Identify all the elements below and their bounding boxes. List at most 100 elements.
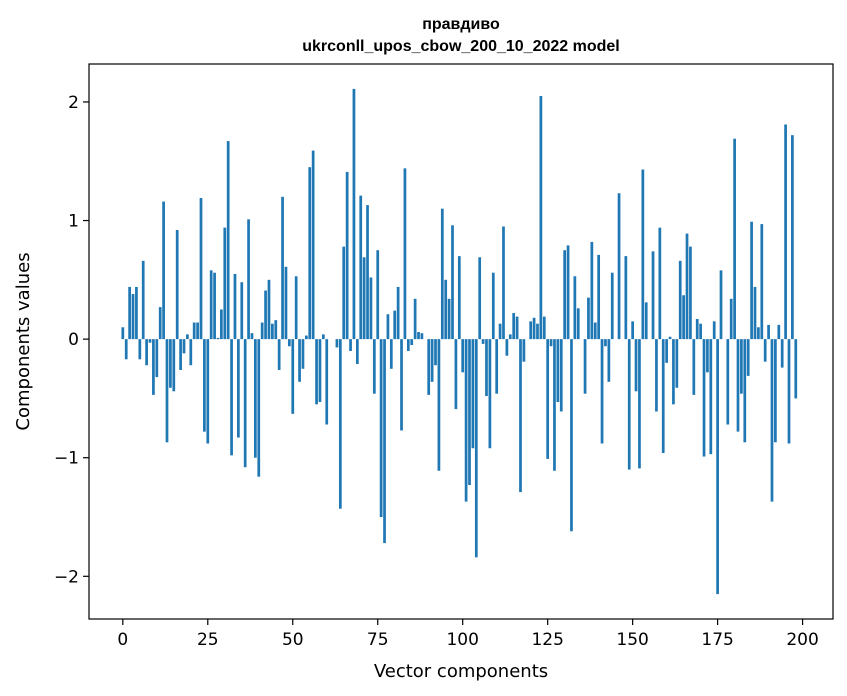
- bar-159: [661, 339, 665, 453]
- bar-144: [610, 272, 614, 340]
- bar-111: [498, 323, 502, 340]
- x-tick-label: 0: [117, 630, 128, 650]
- bar-64: [338, 339, 342, 509]
- bar-23: [199, 198, 203, 340]
- bar-74: [372, 339, 376, 394]
- bar-167: [689, 246, 692, 340]
- bar-71: [362, 257, 366, 340]
- bar-114: [508, 334, 512, 340]
- bar-85: [410, 339, 414, 346]
- bar-57: [315, 339, 318, 405]
- bar-38: [250, 333, 254, 340]
- bar-190: [767, 324, 770, 340]
- bar-76: [379, 339, 383, 518]
- bar-93: [437, 339, 441, 471]
- bar-104: [474, 339, 478, 558]
- chart-title: правдиво: [422, 16, 500, 33]
- bar-55: [308, 167, 312, 340]
- bar-185: [750, 221, 753, 340]
- bar-48: [284, 266, 288, 340]
- bar-171: [702, 339, 706, 457]
- bar-82: [400, 339, 403, 431]
- bar-197: [791, 135, 794, 340]
- x-axis-label: Vector components: [374, 661, 548, 682]
- bar-36: [243, 339, 247, 468]
- bar-58: [318, 339, 322, 402]
- bar-191: [770, 339, 774, 502]
- bar-103: [471, 339, 475, 449]
- bar-15: [172, 339, 176, 392]
- bar-79: [389, 339, 393, 369]
- bar-184: [746, 339, 750, 376]
- chart-subtitle: ukrconll_upos_cbow_200_10_2022 model: [302, 38, 619, 55]
- bar-166: [685, 233, 689, 340]
- bar-181: [736, 339, 740, 432]
- bar-105: [478, 257, 482, 340]
- x-tick-label: 100: [446, 630, 478, 650]
- bar-163: [675, 339, 679, 388]
- y-tick-label: −1: [54, 449, 79, 469]
- bar-162: [672, 339, 675, 405]
- bar-153: [641, 169, 645, 340]
- bar-131: [566, 245, 570, 340]
- bar-97: [451, 225, 454, 340]
- bar-117: [519, 339, 522, 493]
- bar-96: [447, 298, 451, 340]
- bar-133: [573, 276, 577, 340]
- bar-164: [678, 260, 682, 340]
- bar-11: [158, 307, 162, 340]
- bar-134: [576, 308, 580, 340]
- bar-39: [254, 339, 257, 458]
- bar-102: [468, 339, 471, 485]
- bar-130: [563, 250, 567, 340]
- bar-17: [179, 339, 182, 370]
- bar-9: [152, 339, 155, 395]
- bar-100: [461, 339, 465, 373]
- bar-29: [220, 309, 223, 340]
- bar-189: [763, 339, 767, 362]
- bar-32: [230, 339, 233, 456]
- bar-92: [434, 339, 437, 366]
- bar-35: [240, 282, 244, 340]
- bar-127: [553, 339, 556, 471]
- bar-152: [638, 339, 641, 469]
- bar-178: [726, 339, 730, 425]
- bar-43: [267, 279, 271, 340]
- bar-73: [369, 277, 373, 340]
- bar-45: [274, 320, 278, 340]
- bar-193: [777, 324, 781, 340]
- bar-148: [624, 256, 628, 340]
- y-axis-label: Components values: [13, 252, 34, 430]
- bar-142: [604, 339, 607, 347]
- bar-28: [216, 337, 220, 340]
- bar-150: [631, 321, 634, 340]
- bar-6: [141, 260, 145, 340]
- bar-125: [546, 339, 550, 459]
- bar-183: [743, 339, 747, 443]
- bar-72: [366, 205, 369, 340]
- bar-106: [481, 339, 485, 344]
- bar-3: [131, 294, 135, 340]
- bar-160: [665, 339, 668, 363]
- bar-194: [780, 339, 784, 368]
- bar-81: [396, 286, 400, 340]
- bar-52: [298, 339, 301, 382]
- bar-77: [383, 339, 386, 544]
- bar-66: [345, 171, 349, 340]
- bar-187: [757, 327, 760, 340]
- bars-group: [121, 88, 798, 595]
- bar-56: [311, 150, 315, 340]
- bar-174: [712, 321, 716, 340]
- bar-101: [464, 339, 468, 502]
- bar-88: [420, 333, 424, 340]
- bar-108: [488, 339, 492, 449]
- bar-21: [192, 322, 196, 340]
- bar-54: [304, 335, 308, 340]
- bar-0: [121, 327, 125, 340]
- bar-128: [556, 339, 560, 402]
- bar-7: [145, 339, 148, 366]
- x-tick-label: 125: [531, 630, 563, 650]
- bar-91: [430, 339, 434, 382]
- bar-2: [128, 286, 131, 340]
- bar-16: [175, 230, 179, 340]
